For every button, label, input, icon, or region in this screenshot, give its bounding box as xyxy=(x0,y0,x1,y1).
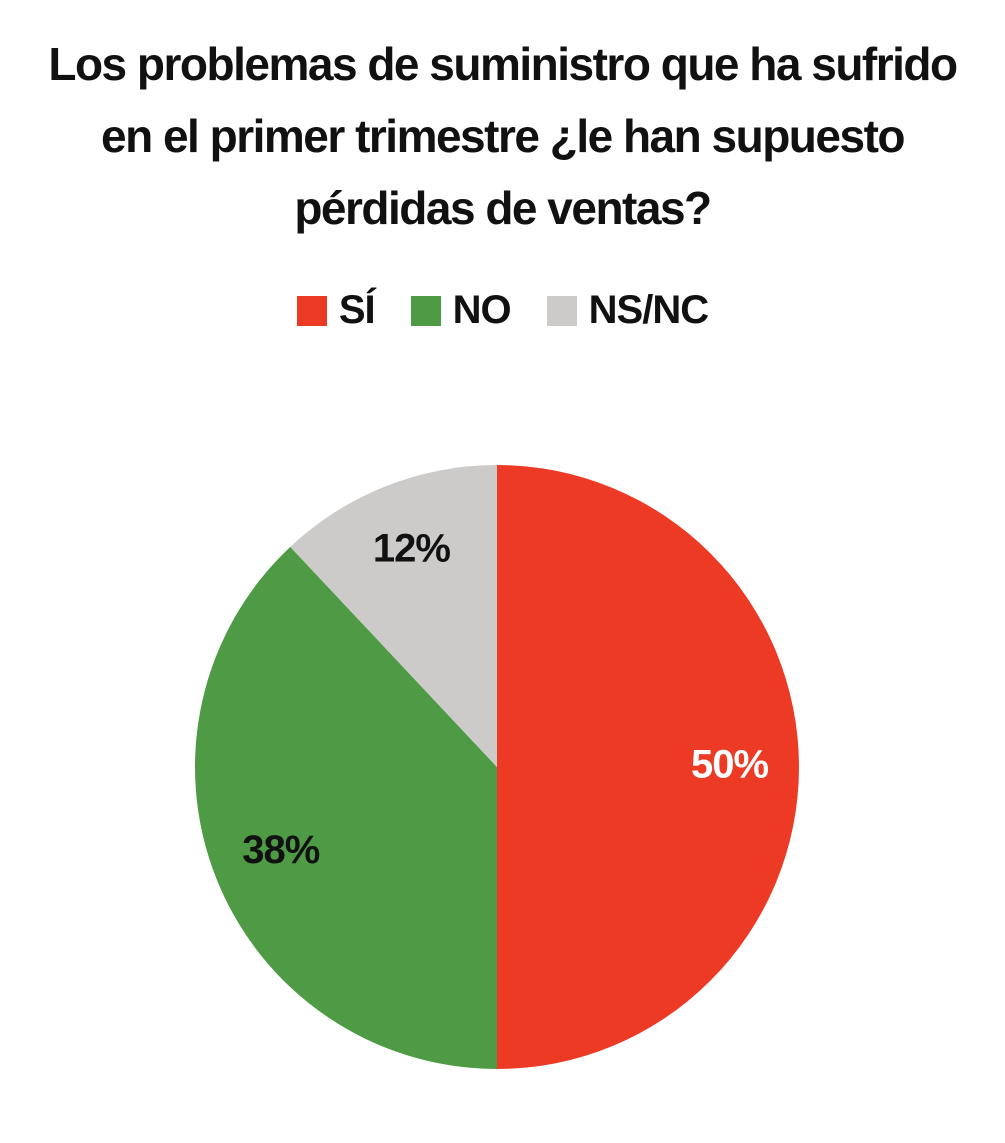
legend: SÍ NO NS/NC xyxy=(0,288,1005,333)
legend-swatch xyxy=(296,295,327,326)
data-label: 12% xyxy=(373,526,450,570)
legend-swatch xyxy=(410,295,441,326)
data-label: 38% xyxy=(242,828,319,872)
legend-label: SÍ xyxy=(338,288,376,332)
legend-item: NO xyxy=(410,288,512,333)
pie-slice xyxy=(290,465,497,767)
legend-item: SÍ xyxy=(296,288,376,333)
legend-item: NS/NC xyxy=(546,288,709,333)
legend-swatch xyxy=(546,295,577,326)
pie-slice xyxy=(195,546,497,1069)
chart-title: Los problemas de suministro que ha sufri… xyxy=(48,38,958,234)
legend-label: NO xyxy=(452,288,512,332)
data-label: 50% xyxy=(691,743,768,787)
legend-label: NS/NC xyxy=(588,288,709,332)
pie-slice xyxy=(497,465,799,1069)
